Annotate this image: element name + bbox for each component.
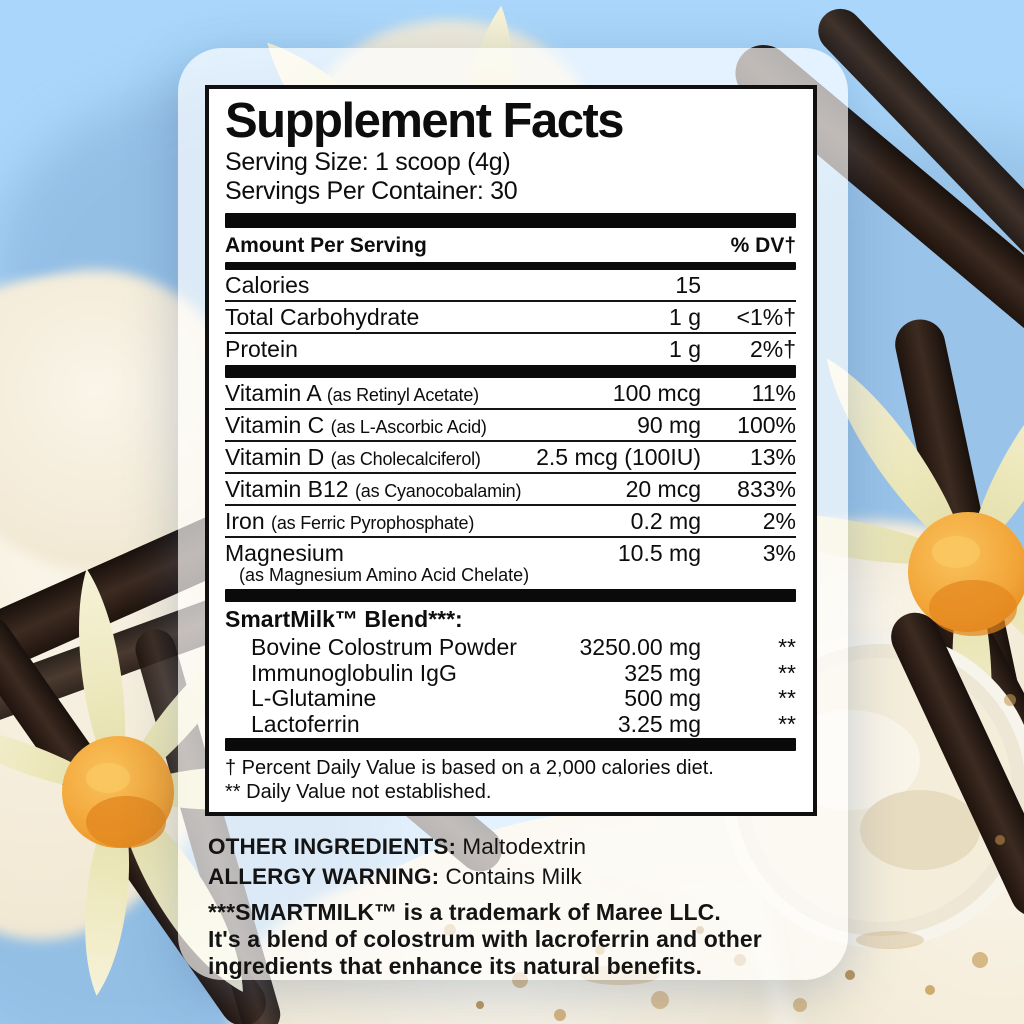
facts-title: Supplement Facts	[225, 94, 625, 148]
divider-bar-thick	[225, 364, 796, 378]
nutrient-row-total-carbohydrate: Total Carbohydrate 1 g <1%†	[225, 300, 796, 332]
divider-bar-thin	[225, 262, 796, 271]
below-label-text: OTHER INGREDIENTS: Maltodextrin ALLERGY …	[208, 832, 814, 979]
blend-item-row: Immunoglobulin IgG 325 mg **	[251, 659, 796, 686]
nutrient-row-vitamin-d: Vitamin D (as Cholecalciferol) 2.5 mcg (…	[225, 439, 796, 472]
trademark-note: ***SMARTMILK™ is a trademark of Maree LL…	[208, 899, 814, 980]
allergy-warning-value: Contains Milk	[445, 864, 582, 890]
footnote-not-established: ** Daily Value not established.	[225, 780, 492, 803]
servings-per-container: Servings Per Container: 30	[225, 177, 518, 205]
vanilla-flower-bottom-left	[0, 566, 334, 1006]
trademark-note-line: It's a blend of colostrum with lacroferr…	[208, 925, 762, 952]
trademark-note-line: ***SMARTMILK™ is a trademark of Maree LL…	[208, 898, 721, 925]
serving-size: Serving Size: 1 scoop (4g)	[225, 148, 511, 176]
nutrient-row-vitamin-a: Vitamin A (as Retinyl Acetate) 100 mcg 1…	[225, 379, 796, 406]
footnotes: † Percent Daily Value is based on a 2,00…	[225, 751, 796, 804]
nutrient-row-vitamin-c: Vitamin C (as L-Ascorbic Acid) 90 mg 100…	[225, 407, 796, 440]
nutrient-row-vitamin-b12: Vitamin B12 (as Cyanocobalamin) 20 mcg 8…	[225, 471, 796, 504]
percent-dv-header: % DV†	[730, 234, 796, 257]
amount-per-serving-header: Amount Per Serving	[225, 234, 427, 257]
divider-bar-thick	[225, 589, 796, 603]
label-panel: Supplement Facts Serving Size: 1 scoop (…	[178, 48, 848, 980]
blend-section: SmartMilk™ Blend***: Bovine Colostrum Po…	[225, 602, 796, 738]
other-ingredients-line: OTHER INGREDIENTS: Maltodextrin	[208, 832, 814, 862]
blend-item-row: L-Glutamine 500 mg **	[251, 685, 796, 712]
nutrient-row-protein: Protein 1 g 2%†	[225, 332, 796, 364]
nutrient-row-magnesium: Magnesium 10.5 mg 3%	[225, 536, 796, 568]
trademark-note-line: ingredients that enhance its natural ben…	[208, 952, 703, 979]
footnote-dv: † Percent Daily Value is based on a 2,00…	[225, 757, 714, 780]
divider-bar-thick	[225, 738, 796, 752]
supplement-facts-table: Supplement Facts Serving Size: 1 scoop (…	[205, 85, 817, 817]
blend-item-row: Lactoferrin 3.25 mg **	[251, 711, 796, 738]
column-header-row: Amount Per Serving % DV†	[225, 228, 796, 262]
divider-bar-thick	[225, 213, 796, 228]
blend-title: SmartMilk™ Blend***:	[225, 606, 463, 633]
vanilla-flower-right	[722, 346, 1024, 787]
other-ingredients-value: Maltodextrin	[462, 834, 587, 860]
nutrient-row-iron: Iron (as Ferric Pyrophosphate) 0.2 mg 2%	[225, 504, 796, 536]
allergy-warning-label: ALLERGY WARNING:	[208, 864, 440, 890]
blend-item-row: Bovine Colostrum Powder 3250.00 mg **	[251, 633, 796, 660]
magnesium-form-note: (as Magnesium Amino Acid Chelate)	[239, 565, 530, 586]
other-ingredients-label: OTHER INGREDIENTS:	[208, 834, 457, 860]
allergy-warning-line: ALLERGY WARNING: Contains Milk	[208, 862, 814, 892]
nutrient-row-calories: Calories 15	[225, 272, 701, 299]
